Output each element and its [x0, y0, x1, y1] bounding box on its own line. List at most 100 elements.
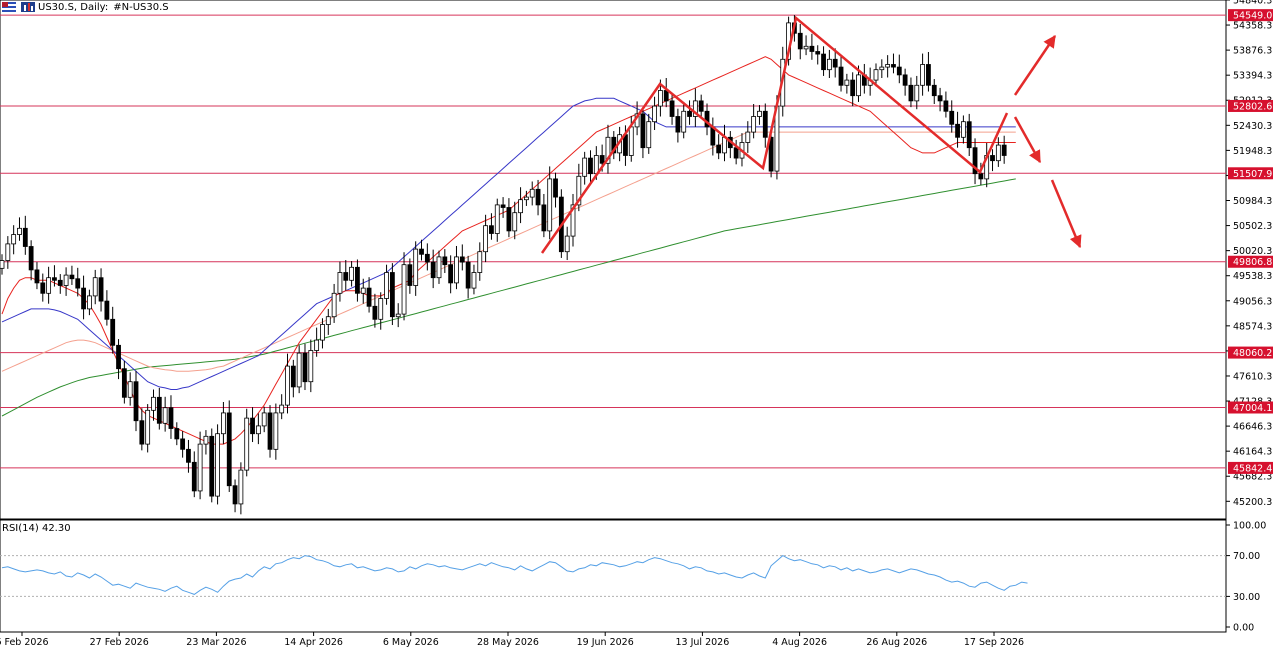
candle-body-142 [826, 58, 832, 71]
candle-body-30 [174, 428, 180, 440]
price-tick-label-8: 50984.3 [1233, 196, 1272, 207]
rsi-pane[interactable]: RSI(14) 42.30 [0, 519, 1227, 633]
candle-body-6 [34, 269, 40, 284]
price-axis[interactable]: 54840.354358.353876.353394.352912.352430… [1226, 0, 1273, 508]
rsi-group [0, 554, 1226, 597]
candle-body-29 [168, 407, 174, 429]
price-tick-label-15: 47610.3 [1233, 371, 1272, 382]
level-tag-3 [1228, 255, 1273, 268]
candle-body-151 [879, 66, 885, 71]
price-tick-label-6: 51948.3 [1233, 146, 1272, 157]
candle-body-59 [343, 272, 349, 281]
time-axis[interactable]: 6 Feb 2026 27 Feb 2026 23 Mar 2026 14 Apr 2… [0, 632, 1024, 647]
candle-body-141 [821, 53, 826, 71]
candle-body-130 [757, 110, 762, 117]
price-tick-label-12: 49056.3 [1233, 296, 1272, 307]
candle-body-3 [17, 227, 22, 235]
candle-body-102 [593, 155, 599, 175]
rsi-axis[interactable]: 100.00 70.00 30.00 0.00 [1226, 521, 1266, 634]
time-tick-label-2: 23 Mar 2026 [186, 637, 246, 647]
price-tick-label-1: 54358.3 [1233, 21, 1272, 32]
candle-body-137 [797, 32, 803, 50]
candle-body-49 [285, 365, 290, 406]
candle-body-152 [885, 64, 891, 68]
time-tick-label-1: 27 Feb 2026 [90, 637, 149, 647]
candle-body-75 [436, 256, 442, 279]
candle-body-87 [506, 207, 512, 232]
candle-body-80 [465, 261, 471, 289]
candle-body-0 [0, 260, 5, 269]
candle-body-19 [110, 318, 116, 346]
candle-body-66 [384, 272, 389, 299]
ma-long-path [1, 178, 1016, 417]
time-tick-label-6: 19 Jun 2026 [577, 637, 634, 647]
rsi-tick-label-2: 30.00 [1233, 592, 1260, 603]
candle-body-164 [955, 123, 960, 138]
candle-body-55 [320, 324, 325, 341]
time-tick-label-4: 6 May 2026 [383, 637, 439, 647]
ma-slow-path [1, 131, 1016, 372]
candle-body-51 [296, 352, 302, 388]
candle-body-101 [588, 157, 593, 175]
ma-fast-path [1, 56, 1016, 445]
candle-body-113 [658, 90, 663, 107]
projection-arrow-0 [1013, 34, 1057, 96]
ma-mid-line [1, 97, 1016, 390]
level-tag-label-6: 45842.4 [1233, 463, 1272, 474]
ma-fast-line [1, 56, 1016, 445]
level-tag-4 [1228, 346, 1273, 359]
candle-body-166 [966, 121, 972, 149]
ma-mid-path [1, 97, 1016, 390]
candle-body-26 [151, 396, 156, 411]
ma-slow-line [1, 131, 1016, 372]
candle-body-31 [180, 438, 186, 450]
candle-body-156 [908, 84, 914, 102]
candle-body-60 [349, 266, 354, 281]
candle-body-138 [803, 45, 809, 50]
candle-body-33 [191, 461, 197, 492]
price-tick-label-13: 48574.3 [1233, 321, 1272, 332]
candle-body-155 [902, 74, 908, 86]
candle-body-132 [768, 136, 774, 172]
rsi-tick-label-0: 100.00 [1233, 521, 1266, 532]
candle-body-91 [529, 188, 535, 198]
candle-body-18 [104, 300, 110, 320]
candle-body-93 [541, 204, 547, 232]
candle-body-157 [914, 84, 920, 102]
candle-body-70 [407, 264, 413, 286]
candle-body-61 [355, 266, 360, 294]
candle-body-78 [454, 256, 459, 284]
candle-body-81 [471, 272, 477, 289]
candle-body-131 [762, 110, 768, 138]
chart-header: US30.S, Daily: #N-US30.S [0, 0, 169, 14]
candle-body-10 [57, 279, 63, 286]
price-tick-label-3: 53394.3 [1233, 71, 1272, 82]
candle-body-63 [366, 287, 372, 307]
time-tick-label-7: 13 Jul 2026 [676, 637, 730, 647]
candle-body-119 [692, 100, 698, 117]
rsi-line [1, 554, 1028, 595]
candle-body-172 [1001, 144, 1007, 156]
price-tick-label-18: 46164.3 [1233, 447, 1272, 458]
candle-body-58 [337, 272, 343, 294]
candle-body-94 [547, 178, 553, 232]
candle-body-56 [325, 316, 331, 325]
candle-body-77 [448, 264, 454, 284]
main-pane[interactable] [0, 0, 1227, 520]
candle-body-4 [22, 227, 28, 247]
level-tag-6 [1228, 461, 1273, 474]
candle-body-28 [162, 407, 168, 424]
candle-body-34 [197, 443, 203, 492]
candle-body-46 [267, 412, 273, 450]
candle-body-54 [314, 339, 320, 351]
candle-body-167 [972, 147, 978, 175]
rsi-tick-label-3: 0.00 [1233, 623, 1254, 634]
level-tag-5 [1228, 401, 1273, 414]
ma-long-line [1, 178, 1016, 417]
candle-body-37 [215, 433, 220, 497]
candle-body-9 [52, 277, 57, 281]
candle-body-84 [489, 225, 494, 234]
symbol-label: US30.S, Daily: [38, 1, 109, 13]
candle-body-86 [500, 204, 506, 208]
candle-body-47 [273, 412, 279, 450]
